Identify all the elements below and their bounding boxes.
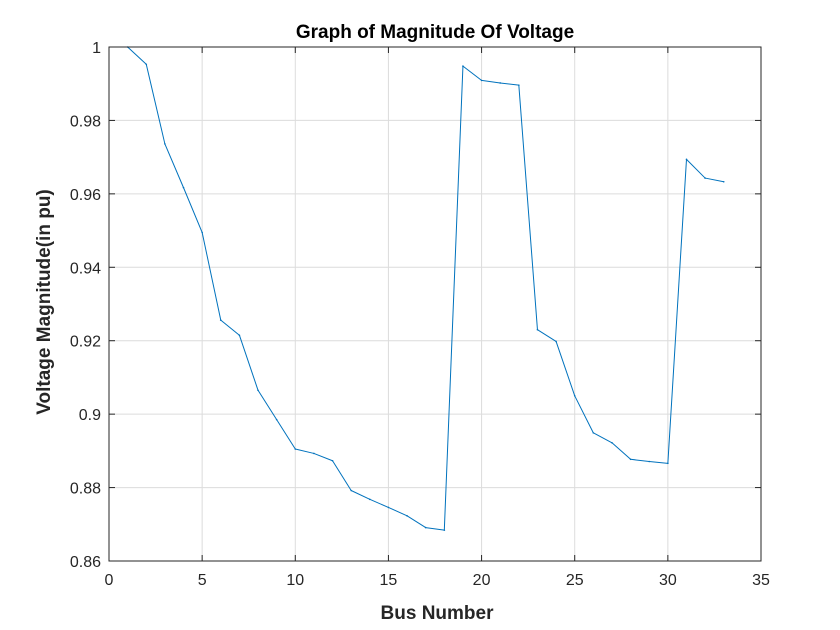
data-point <box>592 432 595 434</box>
data-point <box>369 498 371 501</box>
grid <box>108 46 762 562</box>
data-point <box>629 458 632 461</box>
data-point <box>518 84 520 86</box>
data-point <box>406 515 408 517</box>
data-point <box>238 334 241 337</box>
plot-frame <box>108 46 762 562</box>
y-tick-label: 0.92 <box>70 334 101 351</box>
data-point <box>685 158 688 161</box>
data-point <box>499 82 502 84</box>
data-point <box>164 143 166 145</box>
data-point <box>573 394 576 397</box>
y-tick-label: 0.94 <box>70 260 101 277</box>
chart-title: Graph of Magnitude Of Voltage <box>296 22 574 43</box>
data-point <box>182 186 185 189</box>
data-point <box>219 319 222 321</box>
data-point <box>331 459 334 462</box>
data-point <box>722 180 725 183</box>
data-point <box>648 460 651 463</box>
y-tick-label: 0.86 <box>70 554 101 571</box>
data-point <box>257 389 259 392</box>
y-tick-label: 0.88 <box>70 481 101 498</box>
data-point <box>611 441 613 444</box>
x-axis-label: Bus Number <box>381 603 495 624</box>
y-axis-label: Voltage Magnitude(in pu) <box>34 189 55 415</box>
data-point <box>145 63 148 66</box>
x-tick-label: 25 <box>566 572 584 589</box>
data-point <box>462 65 464 67</box>
y-tick-label: 0.96 <box>70 187 101 204</box>
data-point <box>480 79 483 82</box>
data-point <box>536 328 539 331</box>
x-tick-label: 30 <box>659 572 677 589</box>
series-layer <box>126 46 725 531</box>
data-point <box>704 177 706 179</box>
x-tick-label: 0 <box>105 572 114 589</box>
data-point <box>275 418 278 421</box>
y-tick-label: 0.98 <box>70 113 101 130</box>
y-tick-label: 0.9 <box>79 407 101 424</box>
data-point <box>667 462 669 465</box>
data-point <box>313 452 315 455</box>
x-tick-label: 5 <box>198 572 207 589</box>
y-tick-label: 1 <box>92 40 101 57</box>
data-point <box>350 489 352 492</box>
x-tick-label: 15 <box>380 572 398 589</box>
data-point <box>555 340 557 343</box>
data-point <box>443 529 446 531</box>
data-point <box>387 506 390 509</box>
x-tick-label: 10 <box>286 572 304 589</box>
x-tick-label: 20 <box>473 572 491 589</box>
x-tick-label: 35 <box>752 572 770 589</box>
ticks: 0 5 10 15 20 25 30 35 0.86 0.88 0.9 0.92 0.94 0.96 0.9… <box>70 40 770 589</box>
data-point <box>424 526 427 529</box>
data-point <box>201 231 203 234</box>
data-point <box>294 448 297 450</box>
